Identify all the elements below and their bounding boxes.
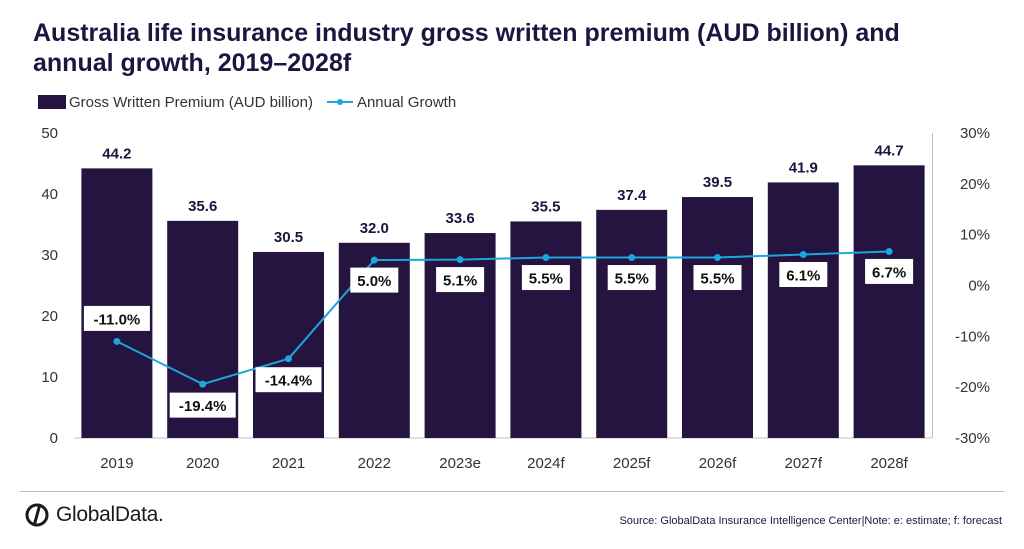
bar: [853, 165, 925, 438]
growth-point: [456, 256, 464, 264]
y-right-tick-label: -30%: [955, 430, 990, 447]
bar-value-label: 41.9: [789, 159, 818, 176]
bar: [253, 251, 324, 438]
growth-label-box: [865, 258, 914, 284]
legend-label-growth: Annual Growth: [356, 93, 457, 111]
growth-label-box: [436, 267, 485, 293]
bar-value-label: 32.0: [360, 220, 389, 237]
y-right-tick-label: -10%: [955, 328, 990, 345]
growth-label-box: [693, 265, 742, 291]
growth-value-label: 5.5%: [700, 271, 734, 288]
growth-point: [113, 337, 121, 345]
y-left-tick-label: 0: [50, 430, 58, 447]
legend-swatch-gwp: [38, 95, 66, 109]
x-tick-label: 2021: [272, 455, 305, 472]
bar-value-label: 35.6: [188, 198, 217, 215]
growth-value-label: -19.4%: [179, 398, 227, 415]
growth-point: [199, 380, 207, 388]
bar-value-label: 37.4: [617, 187, 647, 204]
growth-point: [799, 250, 807, 258]
legend: Gross Written Premium (AUD billion) Annu…: [38, 92, 456, 112]
legend-marker-growth: [326, 95, 353, 109]
growth-value-label: -14.4%: [265, 373, 313, 390]
growth-point: [628, 254, 636, 262]
growth-value-label: 5.5%: [615, 271, 649, 288]
growth-label-box: [169, 392, 236, 418]
x-tick-label: 2024f: [527, 455, 565, 472]
bar-value-label: 30.5: [274, 229, 303, 246]
growth-label-box: [255, 367, 322, 393]
growth-point: [714, 254, 721, 262]
y-right-tick-label: 20%: [960, 176, 990, 193]
x-tick-label: 2023e: [439, 455, 481, 472]
growth-point: [885, 247, 893, 255]
growth-label-box: [779, 261, 828, 287]
y-left-tick-label: 30: [41, 247, 58, 264]
growth-label-box: [350, 267, 399, 293]
y-right-tick-label: -20%: [955, 379, 990, 396]
y-right-tick-label: 10%: [960, 227, 990, 244]
y-right-tick-label: 30%: [960, 125, 990, 142]
x-tick-label: 2020: [186, 455, 219, 472]
growth-value-label: 6.7%: [872, 264, 906, 281]
x-tick-label: 2027f: [785, 455, 823, 472]
bar: [682, 197, 753, 438]
footer-divider: [20, 491, 1004, 492]
bar-value-label: 39.5: [703, 174, 732, 191]
source-note: Source: GlobalData Insurance Intelligenc…: [619, 515, 1002, 527]
growth-point: [285, 355, 292, 363]
x-tick-label: 2019: [100, 455, 133, 472]
growth-value-label: 5.1%: [443, 273, 477, 290]
y-left-tick-label: 10: [41, 369, 58, 386]
bar-value-label: 44.7: [874, 142, 903, 159]
bar-value-label: 33.6: [445, 210, 474, 227]
x-tick-label: 2025f: [613, 455, 651, 472]
bar: [81, 168, 153, 438]
x-tick-label: 2022: [358, 455, 391, 472]
globaldata-logo: GlobalData.: [24, 500, 164, 530]
growth-value-label: 5.5%: [529, 271, 563, 288]
growth-point: [542, 254, 550, 262]
globaldata-logo-icon: [25, 503, 49, 527]
growth-value-label: 5.0%: [357, 273, 391, 290]
growth-value-label: 6.1%: [786, 267, 820, 284]
growth-value-label: -11.0%: [94, 311, 141, 328]
chart-title: Australia life insurance industry gross …: [33, 19, 900, 77]
growth-line: [116, 250, 890, 386]
bar: [767, 182, 839, 438]
growth-label-box: [521, 265, 570, 291]
y-right-tick-label: 0%: [968, 278, 990, 295]
bar: [424, 233, 496, 438]
x-tick-label: 2028f: [870, 455, 908, 472]
bar: [510, 221, 582, 438]
bar-value-label: 44.2: [102, 145, 131, 162]
y-left-tick-label: 50: [41, 125, 58, 142]
growth-label-box: [83, 305, 150, 331]
bar-value-label: 35.5: [531, 198, 560, 215]
y-left-tick-label: 40: [41, 186, 58, 203]
growth-point: [370, 256, 378, 264]
growth-label-box: [607, 265, 656, 291]
x-tick-label: 2026f: [699, 455, 737, 472]
y-left-tick-label: 20: [41, 308, 58, 325]
bar: [596, 209, 668, 438]
legend-label-gwp: Gross Written Premium (AUD billion): [69, 93, 313, 111]
brand-name: GlobalData.: [56, 503, 164, 526]
